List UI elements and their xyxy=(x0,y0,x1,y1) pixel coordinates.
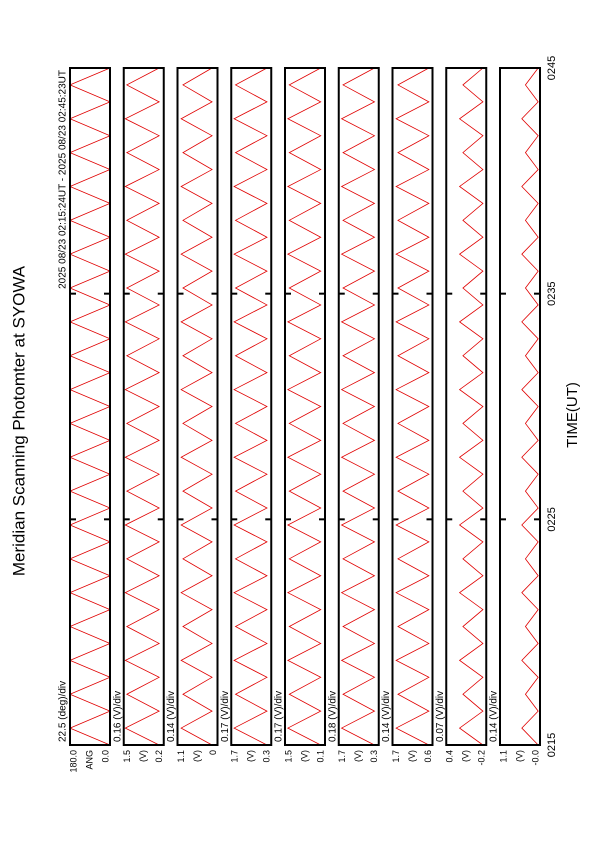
y-tick-label: 0.3 xyxy=(369,750,379,763)
y-tick-label: 0.4 xyxy=(445,750,455,763)
x-tick-label: 0215 xyxy=(546,733,558,757)
scale-label: 0.14 (V)/div xyxy=(489,691,500,742)
scale-label: 0.18 (V)/div xyxy=(327,691,338,742)
y-tick-label: 1.7 xyxy=(337,750,347,763)
trace xyxy=(395,67,430,746)
y-tick-label: 0.6 xyxy=(423,750,433,763)
trace xyxy=(340,67,376,746)
y-tick-label: 1.1 xyxy=(176,750,186,763)
y-tick-label: 180.0 xyxy=(68,750,78,773)
trace xyxy=(233,67,268,746)
panel-frame xyxy=(391,67,434,746)
trace xyxy=(521,67,539,746)
scale-label: 0.14 (V)/div xyxy=(166,691,177,742)
trace xyxy=(124,67,161,746)
scale-label: 22.5 (deg)/div xyxy=(58,681,69,742)
unit-label: (V) xyxy=(461,750,471,762)
trace xyxy=(458,67,484,746)
y-tick-label: 0.2 xyxy=(154,750,164,763)
chart-subtitle: 2025 08/23 02:15:24UT - 2025 08/23 02:45… xyxy=(58,70,69,289)
y-tick-label: 0.3 xyxy=(262,750,272,763)
panel-frame xyxy=(122,67,165,746)
y-tick-label: 1.5 xyxy=(283,750,293,763)
scale-label: 0.17 (V)/div xyxy=(274,691,285,742)
x-tick-label: 0225 xyxy=(546,507,558,531)
y-tick-label: 1.7 xyxy=(230,750,240,763)
chart-title: Meridian Scanning Photomter at SYOWA xyxy=(9,265,28,576)
y-tick-label: -0.2 xyxy=(477,750,487,766)
unit-label: (V) xyxy=(514,750,524,762)
unit-label: (V) xyxy=(138,750,148,762)
scale-label: 0.17 (V)/div xyxy=(220,691,231,742)
x-tick-label: 0235 xyxy=(546,281,558,305)
y-tick-label: 0.1 xyxy=(315,750,325,763)
panel-frame xyxy=(445,67,488,746)
y-tick-label: 0.0 xyxy=(100,750,110,763)
unit-label: (V) xyxy=(353,750,363,762)
unit-label: (V) xyxy=(407,750,417,762)
x-axis-label: TIME(UT) xyxy=(564,382,581,448)
panel-frame xyxy=(176,67,219,746)
unit-label: ANG xyxy=(84,750,94,770)
y-tick-label: 1.5 xyxy=(122,750,132,763)
y-tick-label: 1.1 xyxy=(498,750,508,763)
scale-label: 0.07 (V)/div xyxy=(435,691,446,742)
panel-frame xyxy=(230,67,273,746)
unit-label: (V) xyxy=(192,750,202,762)
y-tick-label: 0 xyxy=(208,750,218,755)
trace xyxy=(286,67,322,746)
unit-label: (V) xyxy=(246,750,256,762)
scale-label: 0.14 (V)/div xyxy=(381,691,392,742)
x-tick-label: 0245 xyxy=(546,56,558,80)
rotated-plot: Meridian Scanning Photomter at SYOWA 202… xyxy=(9,56,580,773)
trace xyxy=(180,67,213,746)
trace xyxy=(68,67,112,746)
y-tick-label: -0.0 xyxy=(530,750,540,766)
panel-frame xyxy=(499,67,541,746)
unit-label: (V) xyxy=(299,750,309,762)
panel-frame xyxy=(337,67,380,746)
panel-frame xyxy=(284,67,326,746)
panel-frame xyxy=(69,67,111,746)
scale-label: 0.16 (V)/div xyxy=(112,691,123,742)
y-tick-label: 1.7 xyxy=(391,750,401,763)
